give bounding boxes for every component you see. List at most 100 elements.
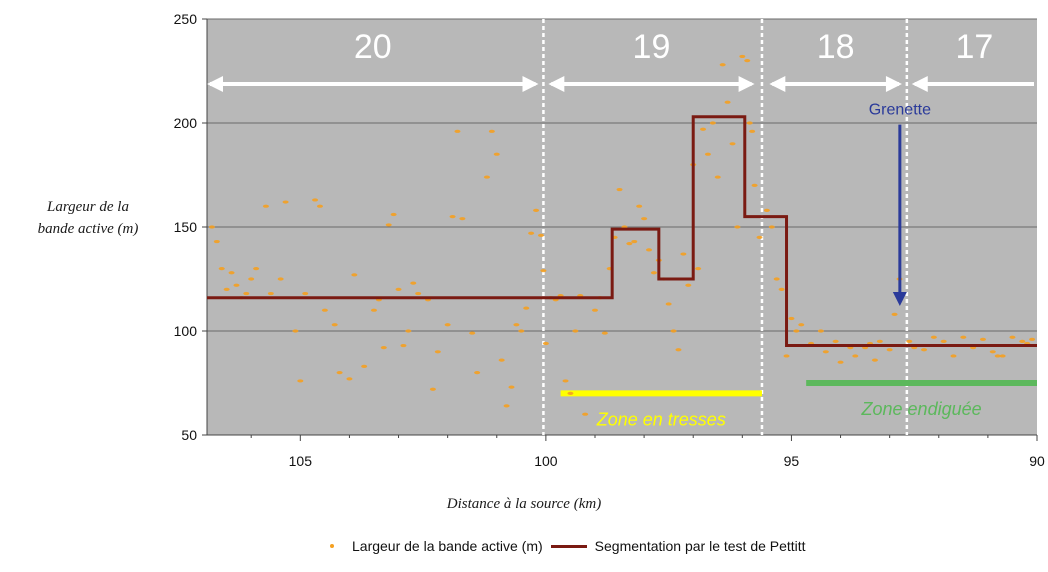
legend-points-label: Largeur de la bande active (m)	[352, 538, 543, 554]
zone-label: Zone endiguée	[861, 399, 982, 419]
data-point	[405, 329, 412, 333]
data-point	[680, 252, 687, 256]
data-point	[454, 129, 461, 133]
segment-label: 20	[354, 28, 392, 66]
data-point	[493, 152, 500, 156]
x-tick-label: 95	[784, 453, 800, 469]
data-point	[695, 267, 702, 271]
data-point	[616, 187, 623, 192]
y-axis-label-line1: Largeur de la	[47, 199, 129, 215]
data-point	[533, 208, 540, 212]
legend-points-marker	[330, 544, 334, 548]
zone-bands: Zone en tresses Zone endiguée	[560, 380, 1037, 429]
data-point	[277, 277, 284, 281]
data-point	[891, 312, 898, 316]
data-point	[474, 371, 481, 375]
data-point	[459, 217, 466, 221]
data-point	[675, 348, 682, 352]
data-point	[370, 308, 377, 312]
data-point	[793, 329, 800, 333]
data-point	[591, 308, 598, 312]
data-point	[685, 283, 692, 287]
data-point	[751, 183, 758, 187]
data-point	[312, 198, 319, 202]
data-point	[282, 200, 289, 204]
data-point	[380, 346, 387, 350]
segment-label: 18	[817, 28, 855, 66]
data-point	[739, 54, 746, 59]
data-point	[626, 242, 633, 246]
data-point	[400, 343, 407, 348]
x-tick-label: 100	[534, 453, 558, 469]
data-point	[1009, 335, 1016, 339]
data-point	[429, 387, 436, 391]
data-point	[749, 129, 756, 133]
legend-line-label: Segmentation par le test de Pettitt	[594, 538, 806, 554]
data-point	[646, 248, 653, 252]
data-point	[262, 204, 269, 208]
data-point	[385, 223, 392, 227]
data-point	[567, 391, 574, 395]
data-point	[746, 121, 753, 125]
data-point	[783, 354, 790, 358]
segment-arrowhead-left	[769, 76, 786, 92]
data-point	[483, 175, 490, 179]
pettitt-step-path	[207, 115, 1037, 348]
pettitt-line	[207, 115, 1037, 348]
data-point	[434, 350, 441, 354]
data-point	[331, 323, 338, 327]
y-axis-label: Largeur de la bande active (m)	[8, 196, 168, 240]
data-point	[508, 385, 515, 389]
data-point	[562, 379, 569, 383]
y-tick-label: 50	[181, 427, 197, 443]
data-point	[336, 371, 343, 375]
data-point	[641, 217, 648, 221]
data-point	[832, 339, 839, 343]
x-axis-label: Distance à la source (km)	[446, 496, 602, 512]
grenette-label: Grenette	[869, 102, 931, 119]
data-point	[513, 323, 520, 327]
data-point	[817, 329, 824, 333]
y-tick-label: 200	[174, 115, 198, 131]
data-point	[361, 364, 368, 368]
data-point	[906, 339, 913, 343]
data-point	[734, 225, 741, 229]
data-point	[852, 354, 859, 358]
data-point	[871, 358, 878, 362]
data-point	[537, 233, 544, 237]
data-point	[248, 277, 255, 281]
segment-label: 17	[955, 28, 993, 66]
data-point	[744, 59, 751, 63]
x-tick-label: 105	[289, 453, 313, 469]
data-point	[665, 302, 672, 306]
data-point	[415, 291, 422, 296]
data-point	[503, 404, 510, 408]
data-point	[228, 271, 235, 275]
data-point	[223, 287, 230, 291]
data-point	[798, 323, 805, 327]
data-point	[518, 329, 525, 333]
data-point	[469, 331, 476, 335]
data-point	[351, 273, 358, 277]
data-point	[292, 329, 299, 333]
data-point	[709, 121, 716, 125]
y-tick-label: 250	[174, 11, 198, 27]
data-point	[302, 291, 309, 296]
data-point	[449, 215, 456, 219]
data-point	[999, 354, 1006, 358]
segment-arrowhead-right	[885, 76, 902, 92]
data-point	[994, 354, 1001, 358]
segment-20: 20	[207, 28, 539, 92]
data-point	[523, 306, 530, 310]
data-point	[321, 308, 328, 312]
data-point	[253, 267, 260, 271]
data-point	[542, 341, 549, 346]
segment-annotations: 20 19 18 17	[207, 19, 1034, 435]
data-point	[876, 339, 883, 343]
data-point	[243, 291, 250, 296]
data-point	[410, 281, 417, 285]
segment-18: 18	[769, 28, 902, 92]
data-point	[763, 208, 770, 212]
y-tick-label: 100	[174, 323, 198, 339]
